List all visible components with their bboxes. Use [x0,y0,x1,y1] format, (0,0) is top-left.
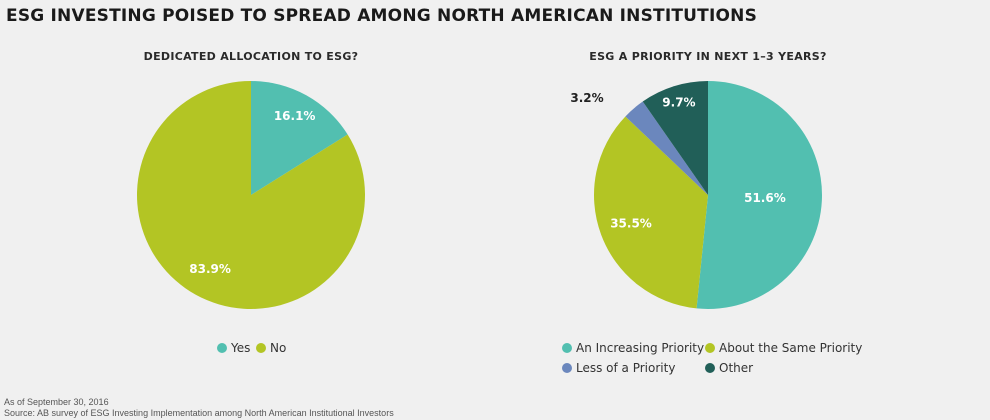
source-note: Source: AB survey of ESG Investing Imple… [4,408,394,418]
data-label: 51.6% [744,191,786,205]
legend-item-same: About the Same Priority [705,341,862,355]
legend-label: Yes [231,341,251,355]
legend-dot [562,343,572,353]
legend-label: About the Same Priority [719,341,863,355]
pie-slice-yes [251,81,348,195]
pie-slice-about-the-same-priority [594,116,708,309]
legend-label: No [270,341,287,355]
chart-title: ESG INVESTING POISED TO SPREAD AMONG NOR… [6,6,758,26]
pie1-title: DEDICATED ALLOCATION TO ESG? [143,50,359,63]
data-label: 83.9% [189,262,231,276]
legend-label: Less of a Priority [576,361,676,375]
legend-item-increasing: An Increasing Priority [562,341,704,355]
legend-dot [256,343,266,353]
legend-item-less: Less of a Priority [562,361,675,375]
legend-item-yes: Yes [217,341,250,355]
legend-label: Other [719,361,754,375]
pie-slice-an-increasing-priority [696,81,823,310]
data-label: 35.5% [610,217,652,231]
legend-item-other: Other [705,361,753,375]
pie2-title: ESG A PRIORITY IN NEXT 1–3 YEARS? [589,50,827,63]
legend-dot [705,343,715,353]
pie-slice-less-of-a-priority [625,101,708,195]
as-of-note: As of September 30, 2016 [4,397,109,407]
pie-slice-other [642,81,708,195]
legend-dot [217,343,227,353]
data-label: 3.2% [570,91,603,105]
data-label: 16.1% [274,109,316,123]
pie-slice-no [136,81,365,310]
legend-dot [562,363,572,373]
legend-label: An Increasing Priority [576,341,705,355]
data-label: 9.7% [662,96,695,110]
legend-dot [705,363,715,373]
legend-item-no: No [256,341,286,355]
